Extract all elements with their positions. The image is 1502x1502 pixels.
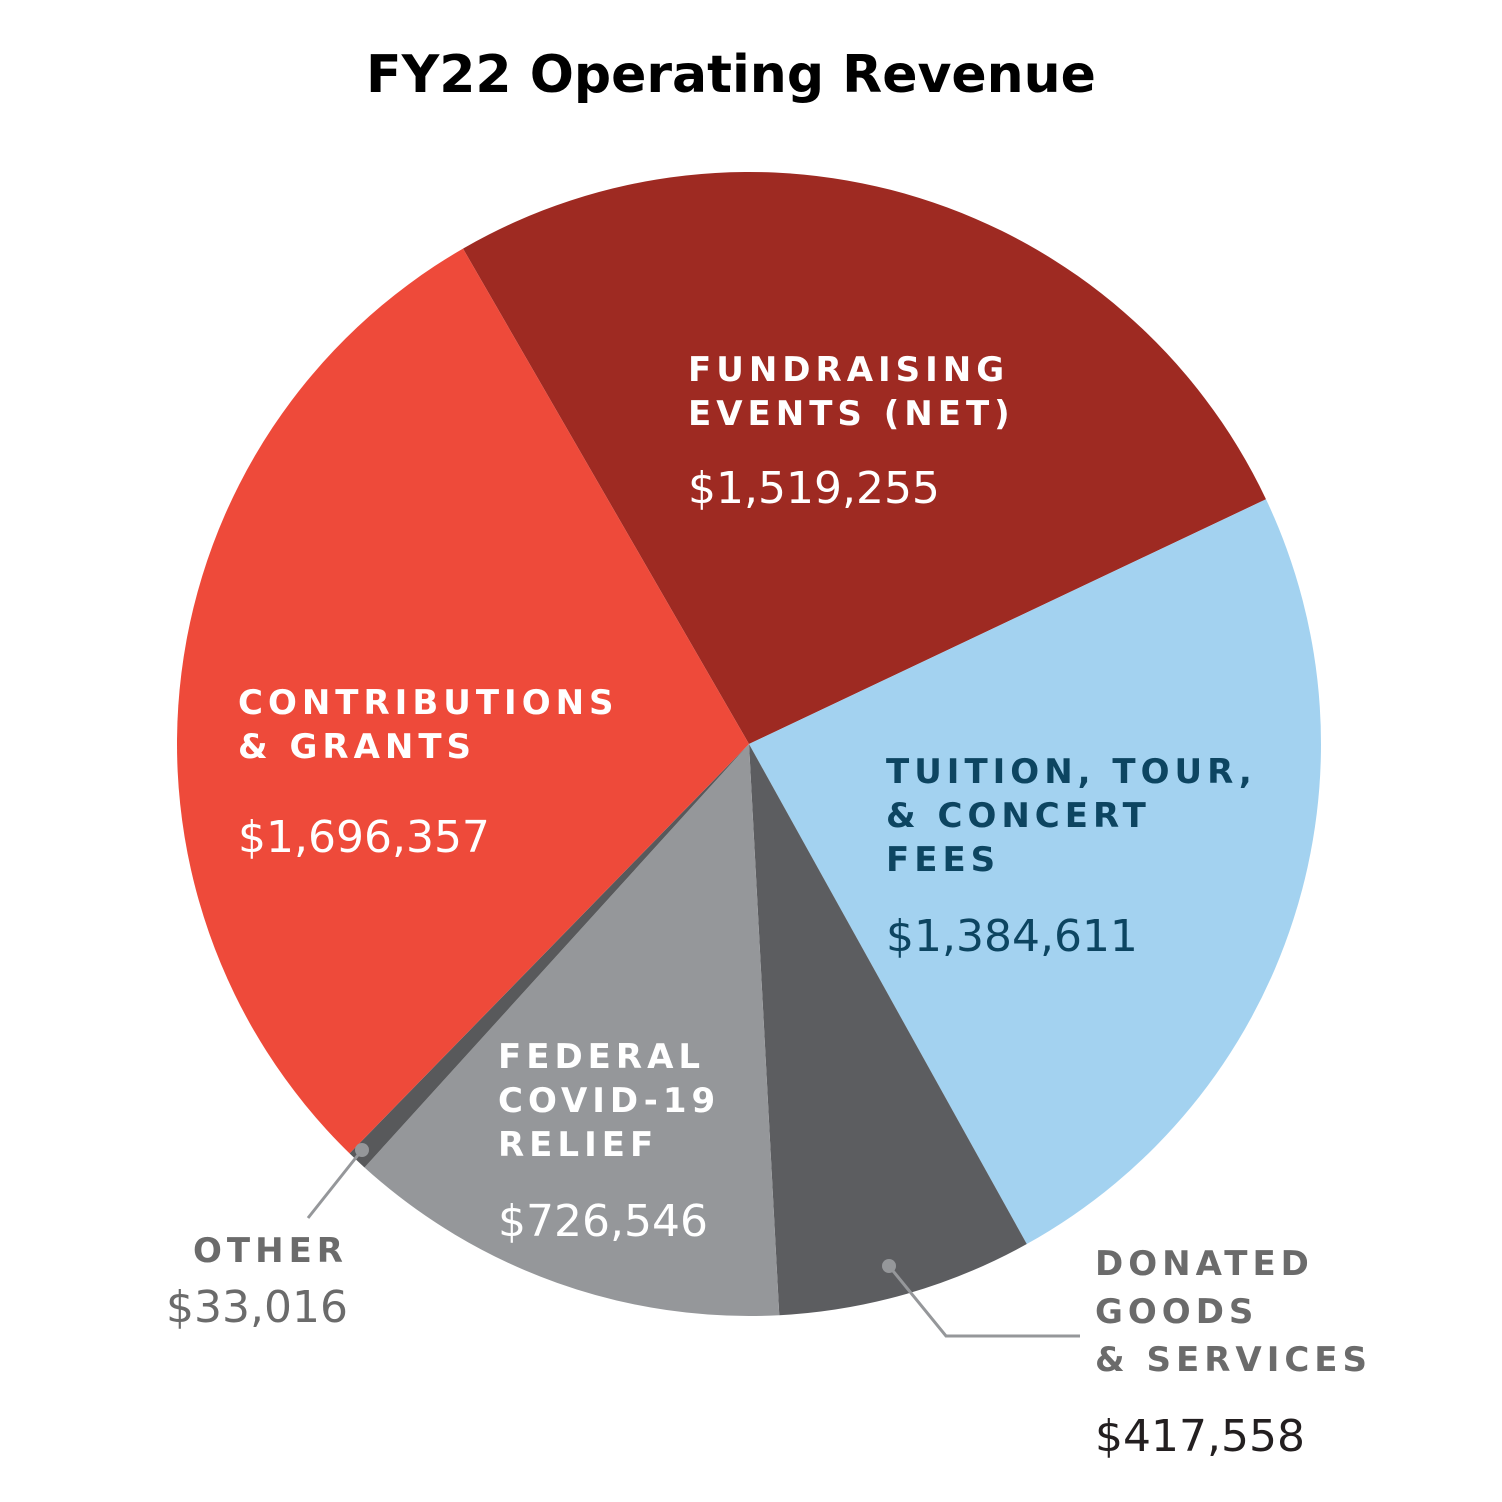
slice-label-tuition-tour-concert-fees: & CONCERT (886, 796, 1151, 836)
slice-label-donated-goods-services: DONATED (1095, 1244, 1314, 1284)
data-label-federal-covid-relief: $726,546 (498, 1196, 708, 1247)
chart-title: FY22 Operating Revenue (366, 45, 1096, 105)
data-label-tuition-tour-concert-fees: $1,384,611 (886, 911, 1138, 962)
slice-label-other: OTHER (193, 1231, 348, 1271)
pie-slice-fundraising-events (463, 171, 1266, 745)
slice-label-contributions-grants: & GRANTS (238, 727, 476, 767)
leader-dot-other (355, 1143, 369, 1157)
data-label-other: $33,016 (166, 1282, 348, 1333)
pie-slice-other (349, 744, 749, 1168)
slice-label-tuition-tour-concert-fees: FEES (886, 840, 1000, 880)
data-label-contributions-grants: $1,696,357 (238, 812, 490, 863)
pie-slice-federal-covid-relief (364, 744, 780, 1317)
leader-dot-donated-goods-services (882, 1259, 896, 1273)
slice-label-tuition-tour-concert-fees: TUITION, TOUR, (886, 752, 1257, 792)
pie-slice-tuition-tour-concert-fees (749, 499, 1321, 1245)
pie-slice-contributions-grants (177, 248, 750, 1154)
slice-label-fundraising-events: FUNDRAISING (688, 350, 1009, 390)
pie-slice-donated-goods-services (749, 744, 1027, 1316)
data-label-donated-goods-services: $417,558 (1095, 1411, 1305, 1462)
slice-label-donated-goods-services: & SERVICES (1095, 1340, 1372, 1380)
slice-label-federal-covid-relief: COVID-19 (498, 1081, 720, 1121)
slice-label-federal-covid-relief: RELIEF (498, 1125, 658, 1165)
data-label-fundraising-events: $1,519,255 (688, 463, 940, 514)
leader-line-donated-goods-services (887, 1265, 1080, 1338)
slice-label-donated-goods-services: GOODS (1095, 1292, 1258, 1332)
slice-label-federal-covid-relief: FEDERAL (498, 1037, 705, 1077)
slice-label-fundraising-events: EVENTS (NET) (688, 394, 1015, 434)
slice-label-contributions-grants: CONTRIBUTIONS (238, 683, 619, 723)
leader-line-other (306, 1149, 364, 1219)
